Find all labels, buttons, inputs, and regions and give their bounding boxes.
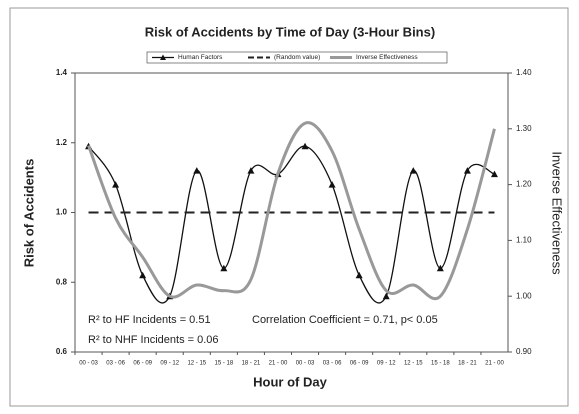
series-line: [88, 145, 495, 304]
marker: [409, 167, 417, 174]
y-tick-label: 0.6: [56, 347, 68, 356]
x-tick-label: 12 - 15: [187, 361, 206, 367]
y2-tick-label: 1.10: [516, 236, 532, 245]
marker: [139, 271, 147, 279]
marker: [328, 181, 336, 188]
x-tick-label: 03 - 06: [323, 361, 342, 367]
annotation: Correlation Coefficient = 0.71, p< 0.05: [252, 314, 438, 326]
marker: [490, 170, 498, 178]
legend-label: (Random value): [274, 54, 320, 61]
y2-tick-label: 1.40: [516, 68, 532, 77]
annotation: R² to HF Incidents = 0.51: [88, 314, 211, 326]
y-tick-label: 1.4: [56, 68, 68, 77]
marker: [193, 167, 201, 174]
marker: [355, 271, 363, 279]
y-tick-label: 0.8: [56, 277, 68, 286]
legend-marker: [160, 54, 166, 60]
x-axis-label: Hour of Day: [253, 374, 327, 389]
marker: [112, 181, 120, 188]
y-tick-label: 1.2: [56, 138, 68, 147]
x-tick-label: 15 - 18: [215, 361, 234, 367]
marker: [301, 142, 309, 150]
marker: [436, 264, 444, 272]
chart-title: Risk of Accidents by Time of Day (3-Hour…: [145, 24, 435, 39]
y-tick-label: 1.0: [56, 208, 68, 217]
x-tick-label: 18 - 21: [458, 361, 477, 367]
x-tick-label: 09 - 12: [160, 361, 179, 367]
legend-label: Human Factors: [178, 54, 223, 61]
x-tick-label: 21 - 00: [269, 361, 288, 367]
y2-tick-label: 1.00: [516, 291, 532, 300]
x-tick-label: 06 - 09: [133, 361, 152, 367]
marker: [247, 167, 255, 174]
x-tick-label: 03 - 06: [106, 361, 125, 367]
frame: [9, 7, 569, 407]
y2-tick-label: 0.90: [516, 347, 532, 356]
y-axis-label: Risk of Accidents: [21, 159, 36, 268]
legend: Human Factors (Random value) Inverse Effec…: [146, 51, 448, 64]
y2-tick-label: 1.30: [516, 124, 532, 133]
y2-tick-label: 1.20: [516, 180, 532, 189]
x-tick-label: 06 - 09: [350, 361, 369, 367]
marker: [382, 292, 390, 300]
legend-box: [146, 51, 448, 64]
x-tick-label: 18 - 21: [242, 361, 261, 367]
series-line: [87, 121, 496, 301]
x-tick-label: 00 - 03: [79, 361, 98, 367]
x-tick-label: 09 - 12: [377, 361, 396, 367]
annotation: R² to NHF Incidents = 0.06: [88, 334, 219, 346]
y2-axis-label: Inverse Effectiveness: [550, 151, 565, 275]
x-tick-label: 00 - 03: [296, 361, 315, 367]
marker: [463, 167, 471, 174]
x-tick-label: 15 - 18: [431, 361, 450, 367]
marker: [220, 264, 228, 272]
legend-label: Inverse Effectiveness: [356, 54, 418, 61]
x-tick-label: 21 - 00: [485, 361, 504, 367]
x-tick-label: 12 - 15: [404, 361, 423, 367]
